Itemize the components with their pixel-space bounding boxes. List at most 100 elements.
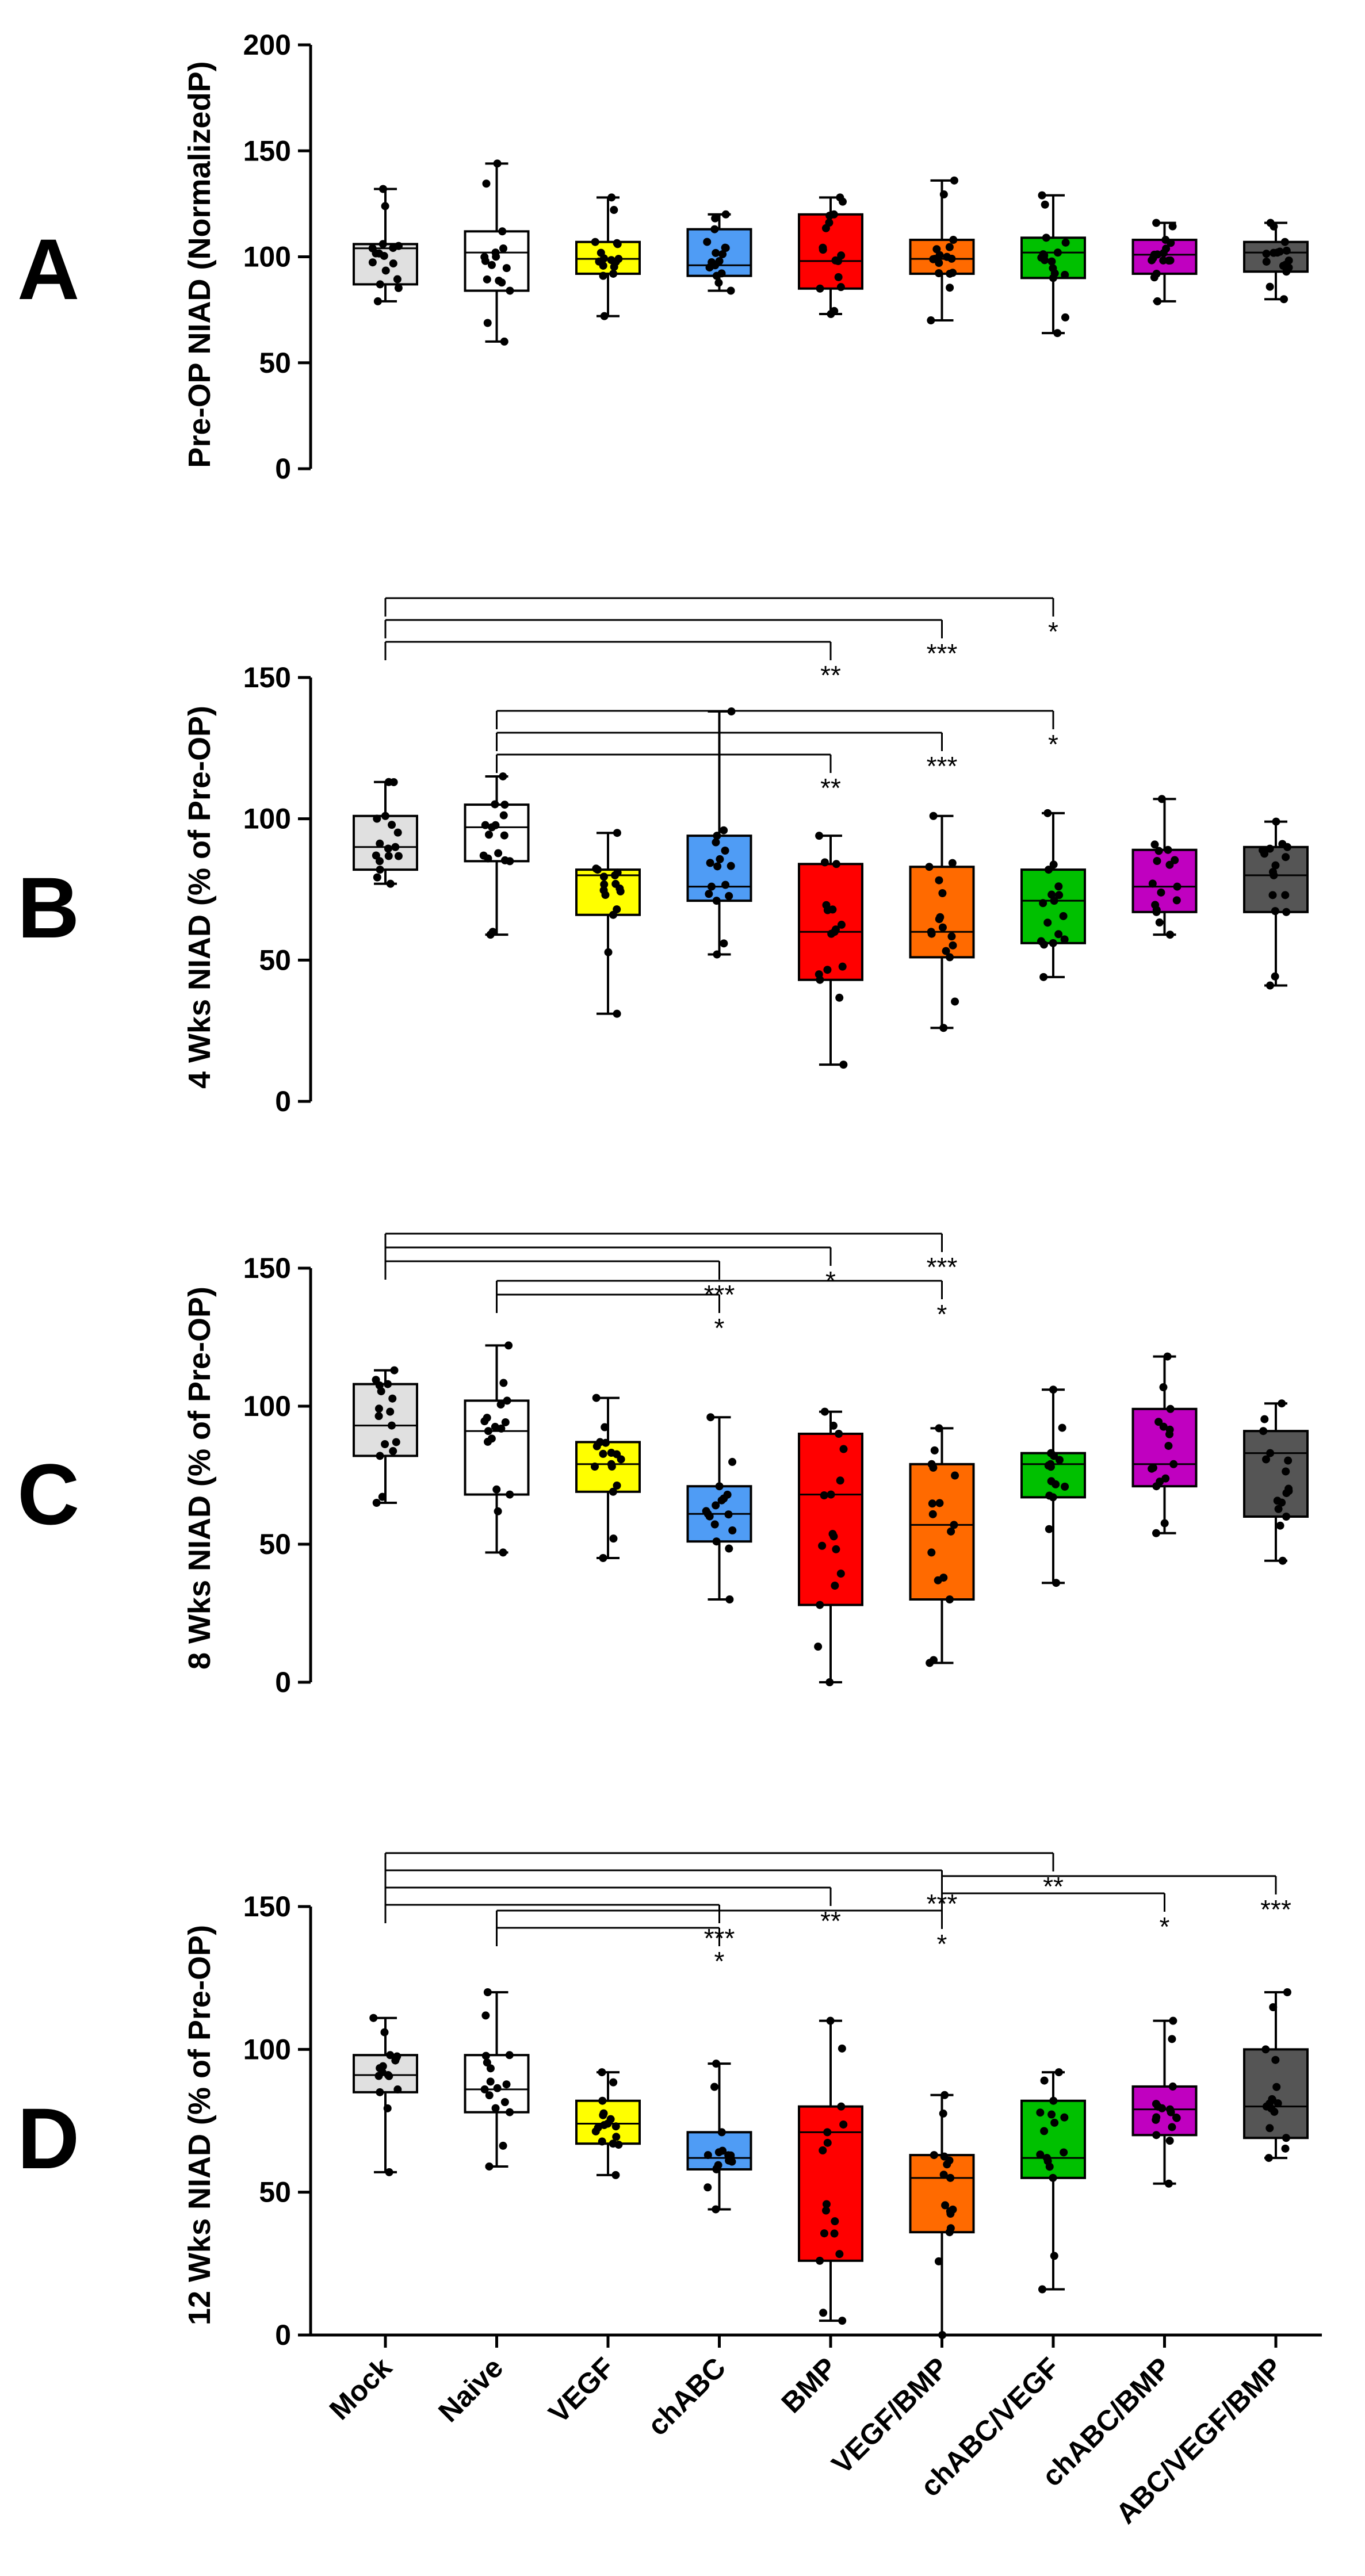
box-iqr: [1020, 868, 1086, 944]
data-point: [1282, 2134, 1290, 2142]
data-point: [707, 882, 716, 891]
data-point: [386, 879, 395, 888]
data-point: [1060, 2113, 1069, 2122]
data-point: [716, 855, 724, 863]
data-point: [1271, 907, 1279, 916]
data-point: [725, 891, 733, 900]
data-point: [602, 1438, 610, 1447]
data-point: [927, 1548, 936, 1557]
box-6: [909, 1424, 975, 1667]
data-point: [1278, 1399, 1286, 1408]
data-point: [610, 206, 618, 215]
data-point: [1045, 1525, 1053, 1533]
data-point: [713, 950, 721, 959]
data-point: [1039, 940, 1048, 949]
data-point: [830, 307, 839, 315]
data-point: [483, 275, 491, 284]
panel-letter: C: [17, 1446, 79, 1542]
data-point: [502, 2080, 511, 2089]
significance-bracket: *: [384, 1246, 836, 1296]
data-point: [939, 2109, 947, 2118]
data-point: [493, 2084, 502, 2092]
data-point: [491, 2104, 500, 2112]
data-point: [1165, 2137, 1174, 2145]
data-point: [1265, 844, 1274, 853]
data-point: [935, 269, 943, 277]
data-point: [376, 280, 384, 289]
box-9: [1243, 1399, 1309, 1565]
data-point: [819, 2146, 827, 2154]
box-3: [575, 2068, 641, 2179]
data-point: [1159, 256, 1168, 265]
data-point: [1172, 2114, 1181, 2122]
box-6: [909, 176, 975, 325]
data-point: [388, 821, 396, 829]
box-iqr: [353, 243, 418, 286]
box-iqr: [1020, 1452, 1086, 1499]
data-point: [607, 1462, 616, 1471]
data-point: [616, 887, 625, 895]
data-point: [613, 1009, 621, 1018]
data-point: [927, 316, 935, 325]
data-point: [1059, 912, 1068, 920]
data-point: [721, 846, 729, 855]
data-point: [710, 2083, 719, 2091]
data-point: [715, 257, 724, 266]
data-point: [1049, 1385, 1058, 1394]
data-point: [1165, 1430, 1174, 1438]
data-point: [374, 1412, 383, 1421]
box-4: [686, 1413, 752, 1603]
data-point: [1047, 2110, 1056, 2119]
significance-label: *: [937, 1929, 947, 1959]
data-point: [951, 1471, 959, 1480]
data-point: [1152, 906, 1161, 914]
data-point: [831, 2217, 839, 2226]
data-point: [1284, 1456, 1293, 1465]
box-7: [1020, 191, 1086, 338]
data-point: [932, 245, 941, 254]
data-point: [480, 2085, 489, 2093]
data-point: [1168, 2123, 1176, 2131]
box-iqr: [1243, 2048, 1309, 2139]
significance-label: *: [714, 1946, 725, 1976]
data-point: [1053, 329, 1062, 338]
data-point: [376, 866, 384, 874]
data-point: [383, 2104, 392, 2112]
data-point: [385, 2168, 393, 2176]
data-point: [611, 2171, 620, 2179]
data-point: [1169, 2016, 1177, 2025]
data-point: [1038, 2285, 1046, 2294]
x-category-label: VEGF: [542, 2351, 621, 2429]
data-point: [481, 257, 490, 265]
data-point: [928, 1510, 937, 1518]
data-point: [1061, 1482, 1069, 1491]
data-point: [727, 2151, 735, 2160]
data-point: [713, 832, 721, 840]
box-iqr: [575, 1441, 641, 1493]
data-point: [484, 854, 492, 863]
data-point: [500, 337, 508, 346]
data-point: [1167, 2108, 1175, 2116]
panel-letter: D: [17, 2090, 79, 2187]
data-point: [499, 2141, 507, 2150]
data-point: [930, 1656, 938, 1664]
data-point: [372, 1376, 380, 1384]
data-point: [500, 856, 509, 864]
box-2: [464, 1988, 530, 2171]
data-point: [1165, 860, 1174, 869]
data-point: [711, 214, 720, 223]
data-point: [816, 1601, 824, 1609]
data-point: [501, 1418, 510, 1426]
data-point: [1043, 2157, 1052, 2165]
data-point: [934, 2257, 943, 2265]
data-point: [492, 1485, 501, 1494]
box-7: [1020, 809, 1086, 981]
data-point: [369, 2014, 378, 2022]
data-point: [394, 852, 403, 860]
data-point: [1272, 817, 1280, 826]
data-point: [947, 932, 956, 941]
data-point: [1269, 2003, 1278, 2011]
box-1: [353, 2014, 418, 2176]
data-point: [940, 2091, 949, 2099]
box-3: [575, 193, 641, 320]
